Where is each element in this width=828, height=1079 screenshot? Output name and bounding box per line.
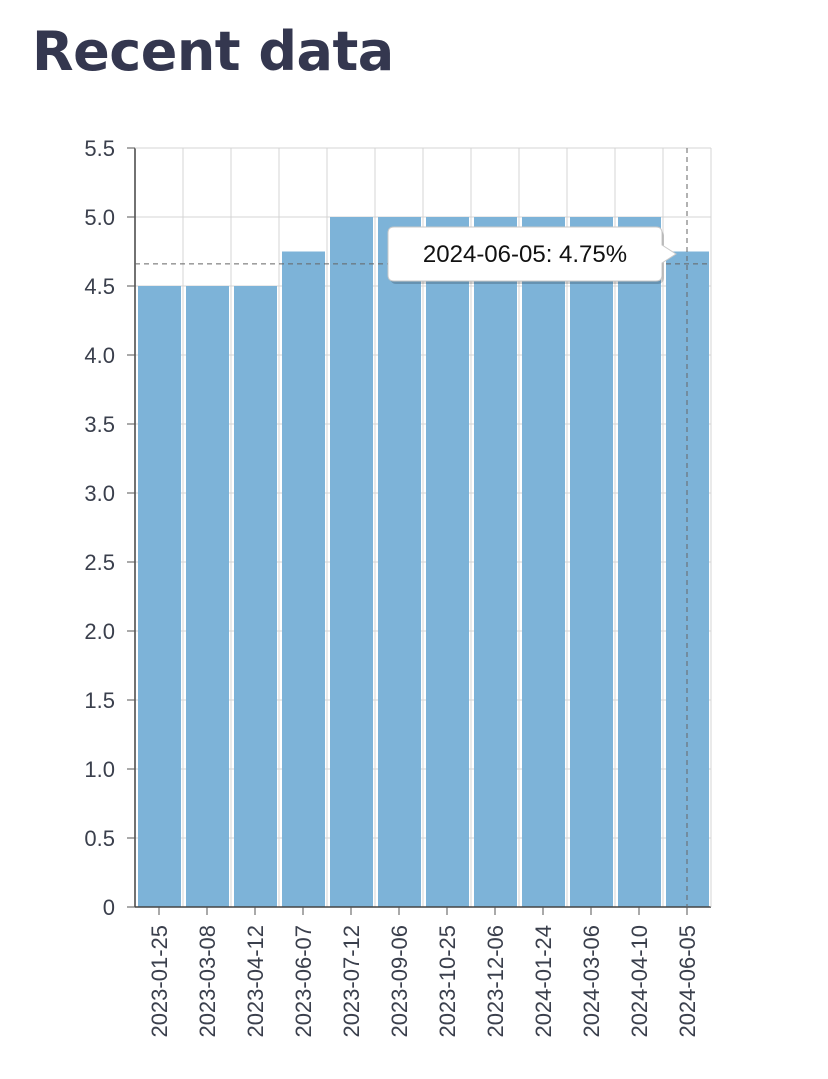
bar: [474, 217, 517, 907]
tooltip: 2024-06-05: 4.75%: [387, 226, 677, 284]
x-tick-label: 2024-01-24: [531, 925, 556, 1038]
y-tick-label: 2.0: [84, 619, 115, 644]
bar: [186, 286, 229, 907]
y-tick-label: 3.0: [84, 481, 115, 506]
y-tick-label: 1.0: [84, 757, 115, 782]
y-tick-label: 0.5: [84, 826, 115, 851]
x-tick-label: 2024-03-06: [579, 925, 604, 1038]
x-tick-label: 2023-04-12: [243, 925, 268, 1038]
bar: [618, 217, 661, 907]
bar: [282, 251, 325, 907]
x-tick-label: 2023-03-08: [195, 925, 220, 1038]
tooltip-text: 2024-06-05: 4.75%: [423, 241, 627, 268]
y-tick-label: 2.5: [84, 550, 115, 575]
y-tick-label: 4.0: [84, 343, 115, 368]
bar: [378, 217, 421, 907]
x-tick-label: 2023-12-06: [483, 925, 508, 1038]
bar: [138, 286, 181, 907]
bar: [522, 217, 565, 907]
x-tick-label: 2023-07-12: [339, 925, 364, 1038]
x-axis-ticks: 2023-01-25 2023-03-08 2023-04-12 2023-06-07…: [147, 907, 700, 1038]
bar: [570, 217, 613, 907]
y-tick-label: 3.5: [84, 412, 115, 437]
page-title: Recent data: [32, 20, 394, 83]
y-axis-ticks: 0 0.5 1.0 1.5 2.0 2.5 3.0 3.5 4.0 4.5 5.0 5.5: [84, 136, 135, 920]
y-tick-label: 1.5: [84, 688, 115, 713]
x-tick-label: 2023-09-06: [387, 925, 412, 1038]
tooltip-box: [387, 226, 677, 282]
bar: [426, 217, 469, 907]
bar: [234, 286, 277, 907]
x-tick-label: 2023-06-07: [291, 925, 316, 1038]
y-tick-label: 0: [103, 895, 115, 920]
chart-axes: [134, 147, 712, 908]
chart-bars: [138, 217, 709, 907]
y-tick-label: 4.5: [84, 274, 115, 299]
x-tick-label: 2024-04-10: [627, 925, 652, 1038]
bar: [330, 217, 373, 907]
y-tick-label: 5.5: [84, 136, 115, 161]
y-tick-label: 5.0: [84, 205, 115, 230]
x-tick-label: 2023-01-25: [147, 925, 172, 1038]
x-tick-label: 2023-10-25: [435, 925, 460, 1038]
chart-grid: [135, 147, 711, 908]
x-tick-label: 2024-06-05: [675, 925, 700, 1038]
